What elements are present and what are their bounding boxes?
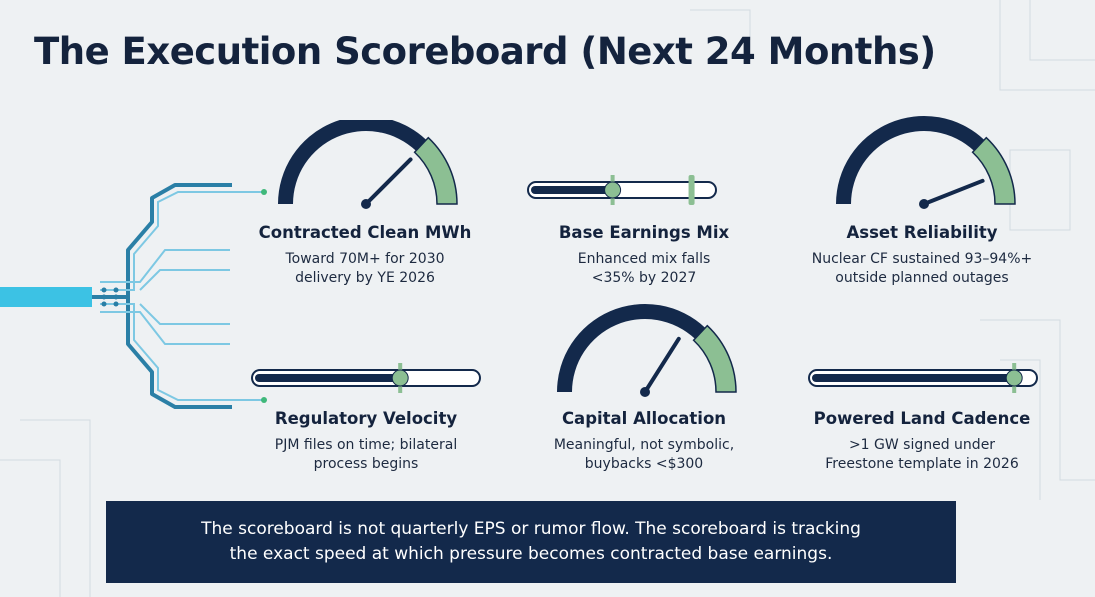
circuit-connector: [0, 183, 267, 409]
summary-banner: The scoreboard is not quarterly EPS or r…: [106, 501, 956, 583]
gauge-hub: [361, 199, 371, 209]
metric-card-asset-reliability: Asset Reliability Nuclear CF sustained 9…: [772, 223, 1072, 288]
slider-knob: [391, 369, 409, 387]
gauge-arc: [836, 116, 985, 204]
metric-card-base-earnings-mix: Base Earnings Mix Enhanced mix falls <35%…: [494, 223, 794, 288]
gauge-capital-allocation: [557, 304, 737, 397]
gauge-hub: [919, 199, 929, 209]
gauge-needle: [643, 336, 681, 394]
metric-description: Toward 70M+ for 2030 delivery by YE 2026: [285, 251, 445, 286]
metric-title: Powered Land Cadence: [813, 409, 1031, 428]
gauge-target-zone: [971, 136, 1016, 205]
slider-target-marker: [688, 175, 695, 205]
slider-fill: [812, 374, 1012, 382]
slider-base-earnings-mix: [527, 175, 717, 205]
metric-description: PJM files on time; bilateral process begi…: [274, 437, 458, 472]
slider-fill: [531, 186, 613, 194]
metric-title: Base Earnings Mix: [558, 223, 730, 242]
metric-title: Capital Allocation: [561, 409, 727, 428]
metric-card-capital-allocation: Capital Allocation Meaningful, not symbo…: [494, 409, 794, 474]
gauge-arc: [557, 304, 706, 392]
gauge-arc: [278, 120, 427, 204]
metric-description: Enhanced mix falls <35% by 2027: [577, 251, 711, 286]
gauge-target-zone: [692, 324, 737, 393]
gauge-target-zone: [413, 136, 458, 205]
metric-title: Contracted Clean MWh: [258, 223, 472, 242]
gauge-hub: [640, 387, 650, 397]
metric-description: Nuclear CF sustained 93–94%+ outside plan…: [811, 251, 1033, 286]
gauge-asset-reliability: [836, 116, 1016, 209]
metric-description: Meaningful, not symbolic, buybacks <$300: [553, 437, 735, 472]
metric-card-powered-land-cadence: Powered Land Cadence >1 GW signed under F…: [772, 409, 1072, 474]
page-title: The Execution Scoreboard (Next 24 Months…: [34, 30, 936, 73]
slider-knob: [604, 181, 622, 199]
banner-line-1: The scoreboard is not quarterly EPS or r…: [201, 519, 861, 539]
slider-regulatory-velocity: [251, 363, 481, 393]
metric-description: >1 GW signed under Freestone template in …: [825, 437, 1019, 472]
slider-powered-land-cadence: [808, 363, 1038, 393]
metric-card-contracted-clean-mwh: Contracted Clean MWh Toward 70M+ for 203…: [215, 223, 515, 288]
metric-card-regulatory-velocity: Regulatory Velocity PJM files on time; b…: [216, 409, 516, 474]
gauge-contracted-clean-mwh: [278, 120, 458, 209]
gauge-needle: [922, 178, 985, 206]
slider-fill: [255, 374, 400, 382]
banner-line-2: the exact speed at which pressure become…: [229, 544, 833, 564]
metric-title: Regulatory Velocity: [274, 409, 458, 428]
gauge-needle: [364, 157, 413, 206]
metric-title: Asset Reliability: [846, 223, 998, 242]
slider-knob: [1005, 369, 1023, 387]
